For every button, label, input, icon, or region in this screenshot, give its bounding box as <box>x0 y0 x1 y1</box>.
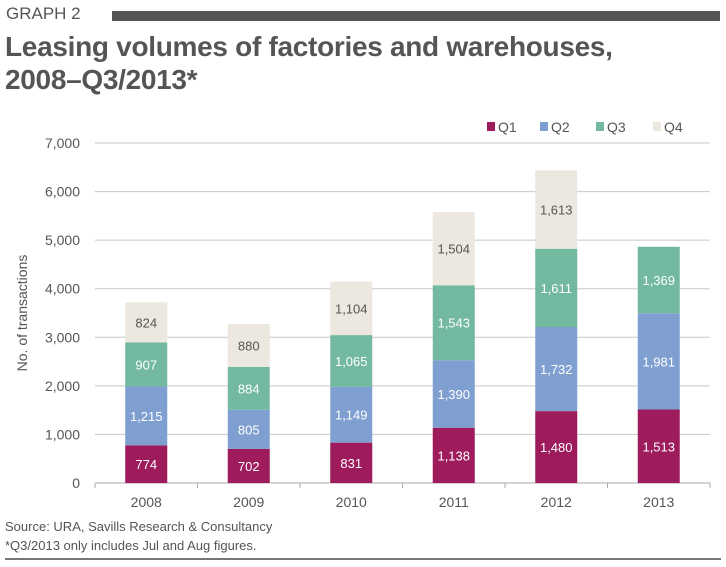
legend-swatch-q4 <box>653 122 661 131</box>
data-label: 907 <box>135 357 157 372</box>
data-label: 1,732 <box>540 362 573 377</box>
header-rule <box>112 11 720 21</box>
bar-q2 <box>637 313 680 410</box>
legend-label: Q2 <box>551 119 570 135</box>
bar-q2 <box>330 386 373 443</box>
data-label: 1,543 <box>437 316 470 331</box>
data-label: 824 <box>135 315 157 330</box>
x-tick-label: 2012 <box>541 494 572 510</box>
title-line-2: 2008–Q3/2013* <box>5 64 198 95</box>
bar-q1 <box>227 448 270 483</box>
bar-q3 <box>125 342 168 387</box>
bar-q3 <box>227 366 270 410</box>
bar-q1 <box>637 409 680 483</box>
y-tick-label: 3,000 <box>45 329 80 345</box>
y-tick-label: 0 <box>72 475 80 491</box>
data-label: 774 <box>135 457 157 472</box>
bar-q3 <box>535 248 578 327</box>
legend-swatch-q2 <box>540 122 548 131</box>
legend-label: Q4 <box>664 119 683 135</box>
data-label: 1,513 <box>642 439 675 454</box>
x-tick-label: 2010 <box>336 494 367 510</box>
data-label: 1,149 <box>335 408 368 423</box>
bar-q3 <box>637 246 680 314</box>
data-label: 1,369 <box>642 273 675 288</box>
data-label: 831 <box>340 456 362 471</box>
bar-q2 <box>125 386 168 446</box>
data-label: 1,611 <box>540 281 572 296</box>
data-label: 1,138 <box>437 448 470 463</box>
bar-q3 <box>432 285 475 361</box>
y-tick-label: 4,000 <box>45 281 80 297</box>
data-label: 1,104 <box>335 301 368 316</box>
data-label: 1,390 <box>437 387 470 402</box>
footnote: *Q3/2013 only includes Jul and Aug figur… <box>5 538 257 553</box>
bar-q4 <box>227 324 270 367</box>
bar-q2 <box>535 326 578 412</box>
bar-q4 <box>330 281 373 336</box>
bar-q4 <box>125 302 168 343</box>
data-label: 1,480 <box>540 440 573 455</box>
y-axis-label: No. of transactions <box>14 255 30 372</box>
x-tick-label: 2011 <box>439 494 469 510</box>
y-tick-label: 7,000 <box>45 135 80 151</box>
bar-q2 <box>227 409 270 449</box>
chart-title: Leasing volumes of factories and warehou… <box>5 30 613 96</box>
bar-q1 <box>330 442 373 483</box>
legend-label: Q3 <box>607 119 626 135</box>
title-line-1: Leasing volumes of factories and warehou… <box>5 31 613 62</box>
bottom-rule <box>5 558 721 560</box>
bar-q3 <box>330 335 373 387</box>
data-label: 805 <box>238 422 260 437</box>
bar-q1 <box>125 445 168 483</box>
data-label: 1,215 <box>130 409 163 424</box>
y-tick-label: 6,000 <box>45 184 80 200</box>
legend-swatch-q3 <box>596 122 604 131</box>
y-tick-label: 2,000 <box>45 378 80 394</box>
data-label: 880 <box>238 338 260 353</box>
data-label: 702 <box>238 459 260 474</box>
bar-q1 <box>432 427 475 483</box>
x-tick-label: 2008 <box>131 494 162 510</box>
bar-q1 <box>535 411 578 483</box>
legend-swatch-q1 <box>487 122 495 131</box>
graph-label: GRAPH 2 <box>6 4 81 23</box>
bar-q4 <box>432 212 475 286</box>
data-label: 1,981 <box>642 354 675 369</box>
x-tick-label: 2009 <box>233 494 264 510</box>
legend-label: Q1 <box>498 119 517 135</box>
y-tick-label: 1,000 <box>45 426 80 442</box>
data-label: 884 <box>238 381 260 396</box>
data-label: 1,613 <box>540 203 573 218</box>
x-tick-label: 2013 <box>643 494 674 510</box>
bar-q2 <box>432 360 475 428</box>
data-label: 1,504 <box>437 242 470 257</box>
source-note: Source: URA, Savills Research & Consulta… <box>5 519 273 534</box>
bar-q4 <box>535 170 578 249</box>
y-tick-label: 5,000 <box>45 232 80 248</box>
data-label: 1,065 <box>335 354 368 369</box>
